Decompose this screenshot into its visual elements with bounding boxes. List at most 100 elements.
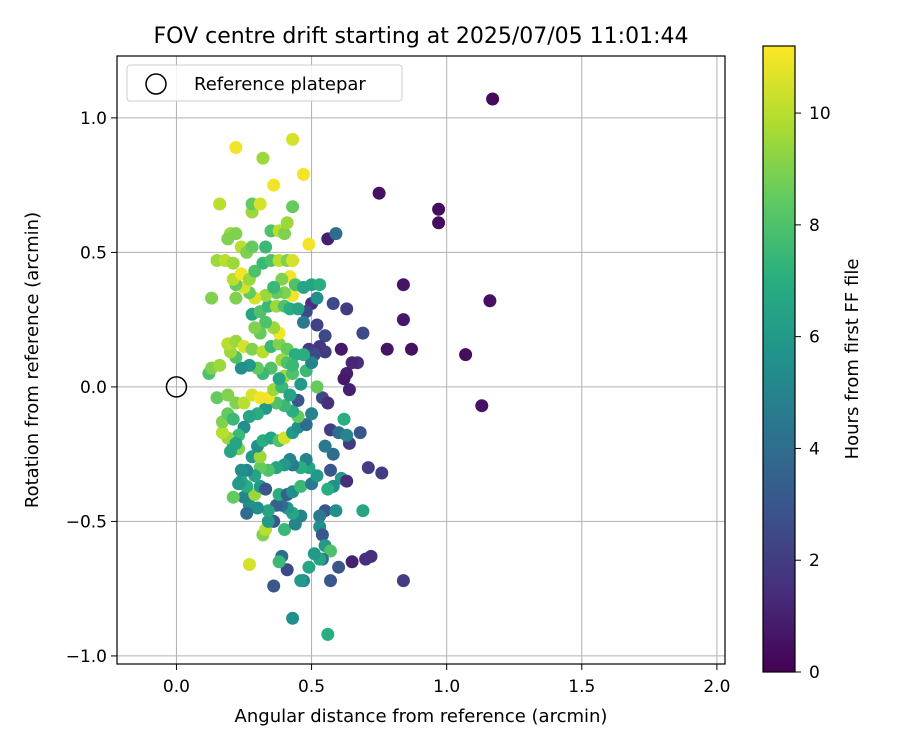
legend-entry: Reference platepar <box>194 74 366 95</box>
data-point <box>267 579 281 593</box>
data-point <box>332 560 346 574</box>
data-point <box>283 388 297 402</box>
data-point <box>213 197 227 211</box>
data-point <box>229 141 243 154</box>
data-point <box>213 358 227 372</box>
data-point <box>299 418 313 432</box>
data-point <box>272 555 286 569</box>
data-point <box>267 280 281 294</box>
data-point <box>232 477 246 491</box>
data-point <box>286 358 300 372</box>
data-point <box>396 574 410 588</box>
y-tick-label: 0.5 <box>80 243 107 263</box>
reference-point <box>165 376 188 398</box>
y-tick-label: 0.0 <box>80 378 107 398</box>
plot-frame <box>116 55 726 665</box>
data-point <box>432 202 446 216</box>
data-point <box>324 574 337 588</box>
data-point <box>237 490 251 504</box>
data-point <box>337 372 351 386</box>
colorbar-tick-label: 8 <box>809 216 820 236</box>
data-point <box>305 356 319 370</box>
data-point <box>405 342 418 356</box>
data-point <box>307 547 321 561</box>
data-point <box>380 342 394 356</box>
data-point <box>278 227 291 241</box>
data-point <box>245 240 259 254</box>
data-point <box>318 439 332 453</box>
reference-marker <box>165 376 188 398</box>
chart-title: FOV centre drift starting at 2025/07/05 … <box>154 24 689 49</box>
data-point <box>486 92 500 106</box>
colorbar-axis: 0 2 4 6 8 10 <box>795 104 831 683</box>
data-point <box>396 278 410 292</box>
data-point <box>286 611 300 625</box>
data-point <box>356 326 370 340</box>
data-point <box>253 450 267 464</box>
data-point <box>248 321 262 335</box>
data-point <box>280 563 294 577</box>
data-point <box>221 232 235 246</box>
data-point <box>261 514 275 528</box>
data-point <box>313 509 327 523</box>
data-point <box>234 463 248 477</box>
data-point <box>297 348 310 362</box>
data-point <box>272 372 286 386</box>
data-point <box>297 315 310 329</box>
data-point <box>342 383 356 397</box>
data-point <box>278 523 291 536</box>
x-tick-label: 2.0 <box>703 677 730 697</box>
data-point <box>237 396 251 410</box>
data-point <box>361 461 375 475</box>
data-point <box>240 506 254 520</box>
colorbar <box>762 45 796 673</box>
data-point <box>229 436 243 450</box>
legend-marker-icon <box>145 73 167 95</box>
data-point <box>259 288 273 302</box>
data-point <box>337 412 351 426</box>
data-point <box>321 396 335 410</box>
data-point <box>326 297 340 310</box>
grid <box>117 56 725 664</box>
data-point <box>353 426 367 440</box>
data-point <box>234 361 248 375</box>
data-point <box>310 469 324 483</box>
x-tick-label: 1.5 <box>568 677 595 697</box>
data-point <box>226 412 240 426</box>
y-tick-label: 1.0 <box>80 109 107 129</box>
data-point <box>305 407 319 421</box>
data-point <box>372 186 386 200</box>
data-point <box>459 348 473 362</box>
data-point <box>226 490 240 504</box>
colorbar-tick-label: 10 <box>809 104 831 124</box>
legend: Reference platepar <box>126 64 403 102</box>
data-point <box>291 302 305 316</box>
data-point <box>324 463 337 477</box>
data-point <box>286 132 300 146</box>
data-point <box>253 197 267 211</box>
data-point <box>318 329 332 343</box>
data-point <box>356 504 370 518</box>
data-point <box>315 528 329 542</box>
data-point <box>261 504 275 518</box>
data-point <box>256 151 270 165</box>
data-point <box>364 549 378 563</box>
x-axis: 0.0 0.5 1.0 1.5 2.0 <box>163 664 730 697</box>
data-point <box>310 291 324 305</box>
data-point <box>259 482 273 496</box>
data-point <box>245 342 259 356</box>
data-point <box>313 278 327 292</box>
data-point <box>321 482 335 496</box>
x-tick-label: 0.5 <box>298 677 325 697</box>
data-point <box>259 240 273 254</box>
data-points <box>202 92 500 641</box>
data-point <box>475 399 489 413</box>
data-point <box>280 216 294 230</box>
x-axis-label: Angular distance from reference (arcmin) <box>235 706 608 727</box>
data-point <box>297 167 310 181</box>
data-point <box>286 200 300 214</box>
data-point <box>294 377 308 391</box>
data-point <box>345 555 359 569</box>
data-point <box>286 254 300 267</box>
colorbar-tick-label: 6 <box>809 328 820 348</box>
